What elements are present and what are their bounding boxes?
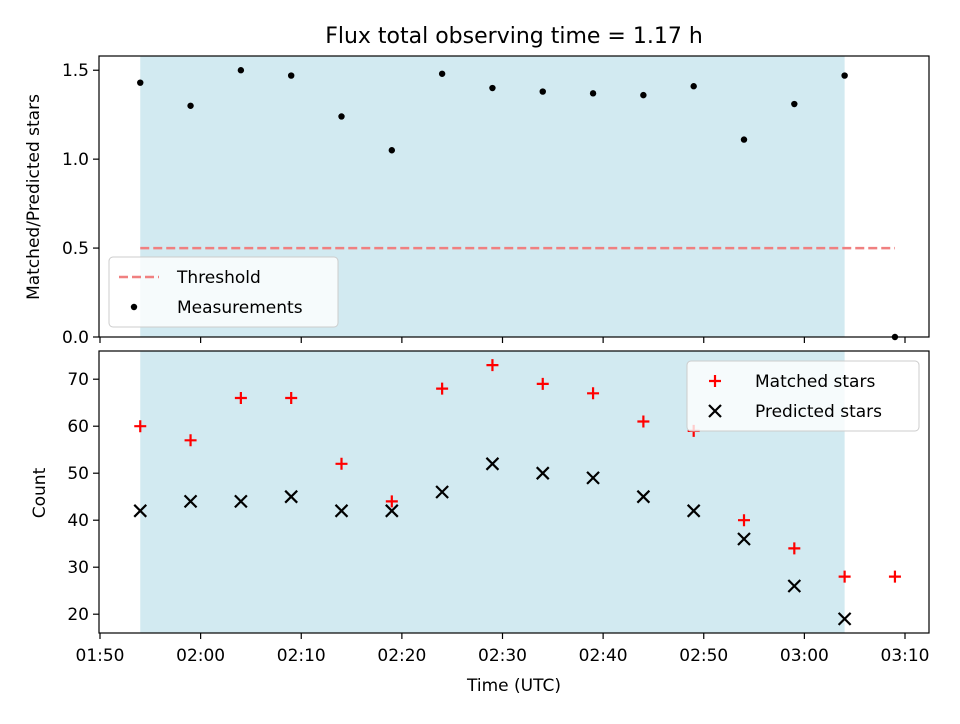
axes-frame xyxy=(98,55,930,338)
data-point xyxy=(788,542,801,555)
data-point xyxy=(636,489,651,504)
data-point xyxy=(888,570,901,583)
data-point xyxy=(287,72,295,79)
data-point xyxy=(690,83,697,90)
data-point xyxy=(837,612,852,626)
legend: Threshold Measurements xyxy=(108,256,339,328)
series-predicted-stars xyxy=(133,457,852,626)
x-tick-label: 01:50 xyxy=(76,646,125,666)
legend-label: Measurements xyxy=(177,298,303,318)
data-point xyxy=(737,532,751,546)
data-point xyxy=(489,84,496,92)
x-tick-label: 02:50 xyxy=(679,646,728,666)
panel-count: 20 30 40 50 60 70 01:50 02:00 02:10 02:20 02:30 02:… xyxy=(67,350,930,666)
y-tick-label: 30 xyxy=(67,558,89,578)
data-point xyxy=(134,420,147,433)
axes-frame xyxy=(98,350,930,634)
data-point xyxy=(335,457,348,470)
y-tick-label: 1.5 xyxy=(62,61,89,81)
data-point xyxy=(485,457,500,471)
data-point xyxy=(640,91,647,99)
legend-label: Predicted stars xyxy=(755,402,882,422)
data-point xyxy=(237,67,245,74)
legend-label: Threshold xyxy=(176,268,261,288)
legend-plus-swatch xyxy=(709,375,721,387)
y-tick-label: 0.0 xyxy=(62,328,89,348)
data-point xyxy=(486,359,499,372)
data-point xyxy=(385,504,399,518)
data-point xyxy=(285,392,298,404)
data-point xyxy=(539,88,546,95)
legend-cross-swatch xyxy=(708,404,722,418)
data-point xyxy=(438,70,446,77)
x-tick-label: 02:00 xyxy=(176,646,225,666)
data-point xyxy=(436,382,449,395)
bottom-y-axis-label: Count xyxy=(30,467,50,518)
x-tick-label: 03:10 xyxy=(881,646,930,666)
y-tick-label: 50 xyxy=(67,464,89,484)
data-point xyxy=(388,147,396,154)
x-tick-label: 02:30 xyxy=(478,646,527,666)
data-point xyxy=(586,471,600,485)
data-point xyxy=(284,489,298,504)
legend: Matched stars Predicted stars xyxy=(686,360,920,432)
data-point xyxy=(435,485,449,499)
series-measurements xyxy=(137,67,899,341)
data-point xyxy=(535,466,550,480)
data-point xyxy=(587,387,600,400)
data-point xyxy=(183,494,198,509)
data-point xyxy=(740,136,748,143)
data-point xyxy=(385,495,398,508)
series-matched-stars xyxy=(134,359,901,583)
panel-ratio: 0.0 0.5 1.0 1.5 Threshold Measurements xyxy=(62,55,930,348)
top-y-axis-label: Matched/Predicted stars xyxy=(24,94,44,300)
y-tick-label: 0.5 xyxy=(62,239,89,259)
data-point xyxy=(234,494,248,509)
x-tick-label: 02:20 xyxy=(377,646,426,666)
data-point xyxy=(589,90,597,97)
y-tick-label: 70 xyxy=(67,370,89,390)
x-tick-label: 02:40 xyxy=(579,646,628,666)
data-point xyxy=(738,514,750,527)
legend-label: Matched stars xyxy=(755,372,875,392)
y-tick-label: 60 xyxy=(67,417,89,437)
data-point xyxy=(133,504,148,518)
data-point xyxy=(841,72,848,79)
x-tick-label: 02:10 xyxy=(277,646,326,666)
data-point xyxy=(234,392,247,404)
data-point xyxy=(338,113,345,120)
data-point xyxy=(137,79,144,86)
legend-dot-swatch xyxy=(130,303,138,311)
y-tick-label: 20 xyxy=(67,605,89,625)
y-tick-label: 40 xyxy=(67,511,89,531)
legend-box xyxy=(108,256,339,328)
chart-title: Flux total observing time = 1.17 h xyxy=(325,24,703,49)
legend-box xyxy=(686,360,920,432)
y-tick-label: 1.0 xyxy=(62,150,89,170)
data-point xyxy=(791,100,798,108)
data-point xyxy=(536,377,549,390)
data-point xyxy=(787,579,802,593)
data-point xyxy=(838,570,851,583)
plot-layer: 0.0 0.5 1.0 1.5 Threshold Measurements 20 30 40 5… xyxy=(62,55,930,666)
data-point xyxy=(187,102,194,109)
data-point xyxy=(637,415,650,428)
x-axis-label: Time (UTC) xyxy=(466,676,561,696)
x-tick-label: 03:00 xyxy=(780,646,829,666)
data-point xyxy=(334,504,349,518)
data-point xyxy=(686,504,701,518)
data-point xyxy=(184,434,197,447)
